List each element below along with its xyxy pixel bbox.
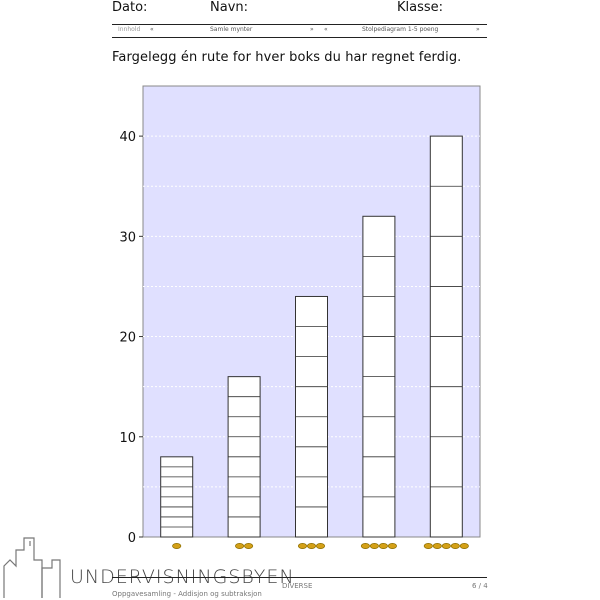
header-klasse: Klasse: [397, 0, 444, 15]
header-dato: Dato: [112, 0, 148, 15]
nav-prev-left[interactable]: « [150, 26, 154, 33]
coin-icon [297, 543, 308, 549]
coin-icon [360, 543, 370, 549]
coin-icon [378, 543, 388, 549]
footer-category: DIVERSE [282, 582, 313, 590]
nav-right-title[interactable]: Stolpediagram 1-5 poeng [362, 26, 439, 33]
nav-prev-right[interactable]: « [324, 26, 328, 33]
coin-icon [172, 543, 182, 549]
coin-icon [306, 543, 317, 549]
y-tick-label: 30 [119, 230, 136, 245]
y-tick-label: 40 [119, 130, 136, 145]
coin-icon [450, 543, 460, 549]
coin-icon [441, 543, 451, 549]
coin-icon [235, 543, 245, 549]
nav-strip: Innhold « Samle mynter » « Stolpediagram… [112, 24, 487, 38]
coin-icon [423, 543, 433, 549]
header-navn: Navn: [210, 0, 249, 15]
y-tick-label: 10 [119, 431, 136, 446]
coin-icon [315, 543, 326, 549]
nav-next-right[interactable]: » [476, 26, 480, 33]
footer-subtitle: Oppgavesamling - Addisjon og subtraksjon [112, 590, 262, 598]
footer-divider [112, 577, 487, 578]
footer-page-number: 6 / 4 [472, 582, 488, 590]
nav-innhold-link[interactable]: Innhold [118, 26, 141, 33]
y-tick-label: 0 [128, 531, 136, 546]
instruction-text: Fargelegg én rute for hver boks du har r… [112, 50, 462, 65]
coin-icon [244, 543, 254, 549]
nav-next-center[interactable]: » [310, 26, 314, 33]
nav-center-title[interactable]: Samle mynter [210, 26, 253, 33]
coin-icon [387, 543, 397, 549]
y-tick-label: 20 [119, 331, 136, 346]
coin-icon [432, 543, 442, 549]
coin-icon [369, 543, 379, 549]
coin-icon [459, 543, 469, 549]
